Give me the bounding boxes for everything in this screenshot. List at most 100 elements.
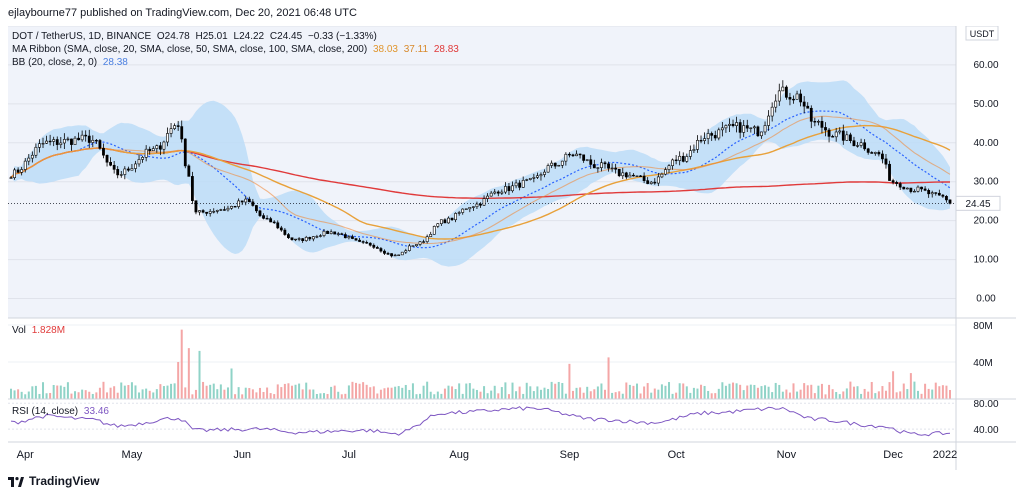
candle-body	[27, 157, 31, 162]
rsi-pane[interactable]	[8, 400, 956, 442]
ma-legend[interactable]: MA Ribbon (SMA, close, 20, SMA, close, 5…	[12, 43, 462, 56]
volume-bar	[212, 383, 215, 399]
candle	[600, 158, 603, 172]
ohlc-change: −0.33 (−1.33%)	[307, 31, 377, 42]
candle	[237, 198, 241, 209]
candle	[187, 164, 191, 177]
candle-body	[692, 149, 696, 151]
candle	[877, 150, 881, 157]
volume-bar	[689, 392, 692, 399]
candle-body	[653, 181, 657, 184]
candle-body	[738, 122, 742, 133]
candle	[432, 225, 436, 235]
volume-bar	[166, 385, 169, 399]
candle	[820, 116, 824, 134]
symbol-legend[interactable]: DOT / TetherUS, 1D, BINANCE O24.78 H25.0…	[12, 30, 380, 43]
candle-body	[461, 208, 465, 213]
volume-bar	[298, 383, 301, 399]
volume-legend[interactable]: Vol 1.828M	[12, 324, 68, 337]
candle-body	[514, 182, 518, 187]
volume-bar	[753, 384, 756, 399]
candle	[543, 169, 546, 178]
candle	[913, 189, 916, 193]
volume-bar	[884, 390, 887, 399]
candle-body	[354, 238, 358, 241]
volume-bar	[436, 391, 439, 399]
candle-body	[158, 145, 162, 150]
volume-bar	[529, 386, 532, 399]
volume-pane[interactable]	[8, 319, 956, 399]
price-tick-label: 40.00	[973, 138, 998, 149]
rsi-axis[interactable]: 80.00 40.00	[973, 399, 998, 436]
candle	[688, 145, 692, 160]
candle-body	[717, 129, 721, 139]
rsi-label: RSI (14, close)	[12, 406, 79, 417]
volume-bar	[273, 394, 276, 399]
footer-brand[interactable]: TradingView	[8, 474, 99, 488]
ma-value-20: 38.03	[372, 44, 398, 55]
candle-body	[635, 175, 639, 177]
candle	[503, 182, 507, 195]
candle-body	[70, 138, 73, 145]
volume-bar	[237, 387, 240, 399]
candle	[62, 133, 66, 149]
volume-bar	[671, 393, 674, 399]
candle	[84, 130, 88, 142]
volume-bar	[813, 393, 816, 399]
volume-bar	[130, 382, 133, 399]
volume-bar	[383, 388, 386, 399]
volume-bar	[571, 390, 574, 399]
candle-body	[94, 139, 98, 142]
candle	[290, 237, 294, 241]
volume-bar	[909, 373, 912, 399]
volume-bar	[266, 387, 269, 399]
volume-bar	[91, 393, 94, 399]
candle	[247, 196, 251, 203]
volume-bar	[500, 387, 503, 399]
volume-bar	[52, 384, 55, 399]
candle-body	[13, 169, 16, 178]
volume-bar	[849, 381, 852, 399]
candle	[856, 141, 859, 148]
volume-bar	[721, 382, 724, 399]
candle	[710, 131, 714, 141]
candle-body	[706, 133, 710, 139]
bb-legend[interactable]: BB (20, close, 2, 0) 28.38	[12, 56, 131, 69]
candle-body	[603, 162, 607, 165]
candle	[916, 185, 920, 193]
volume-bar	[333, 385, 336, 399]
candle-body	[564, 153, 568, 162]
candle-body	[610, 167, 614, 170]
volume-axis[interactable]: 80M 40M	[973, 321, 992, 369]
candle	[614, 163, 618, 174]
candle	[863, 139, 867, 151]
candle-body	[77, 137, 80, 141]
candle	[109, 157, 112, 167]
volume-bar	[817, 385, 820, 399]
candle-body	[816, 121, 820, 123]
candle	[536, 172, 539, 179]
candle-body	[141, 157, 145, 160]
time-tick-label: Apr	[17, 449, 34, 461]
candle	[642, 172, 646, 184]
volume-bar	[589, 391, 592, 399]
rsi-legend[interactable]: RSI (14, close) 33.46	[12, 405, 112, 418]
volume-bar	[148, 390, 151, 399]
candle	[329, 229, 333, 235]
volume-bar	[607, 357, 610, 399]
candle-body	[454, 213, 458, 221]
time-axis[interactable]: Apr May Jun Jul Aug Sep Oct Nov Dec 2022	[17, 449, 958, 461]
candle	[308, 236, 312, 241]
volume-bar	[127, 385, 130, 399]
volume-bar	[440, 393, 443, 399]
candle	[656, 172, 660, 187]
volume-bar	[319, 393, 322, 399]
volume-bar	[116, 392, 119, 399]
candle-body	[543, 171, 546, 175]
candle	[664, 167, 667, 176]
volume-bar	[162, 386, 165, 399]
price-tick-label: 0.00	[976, 294, 996, 305]
